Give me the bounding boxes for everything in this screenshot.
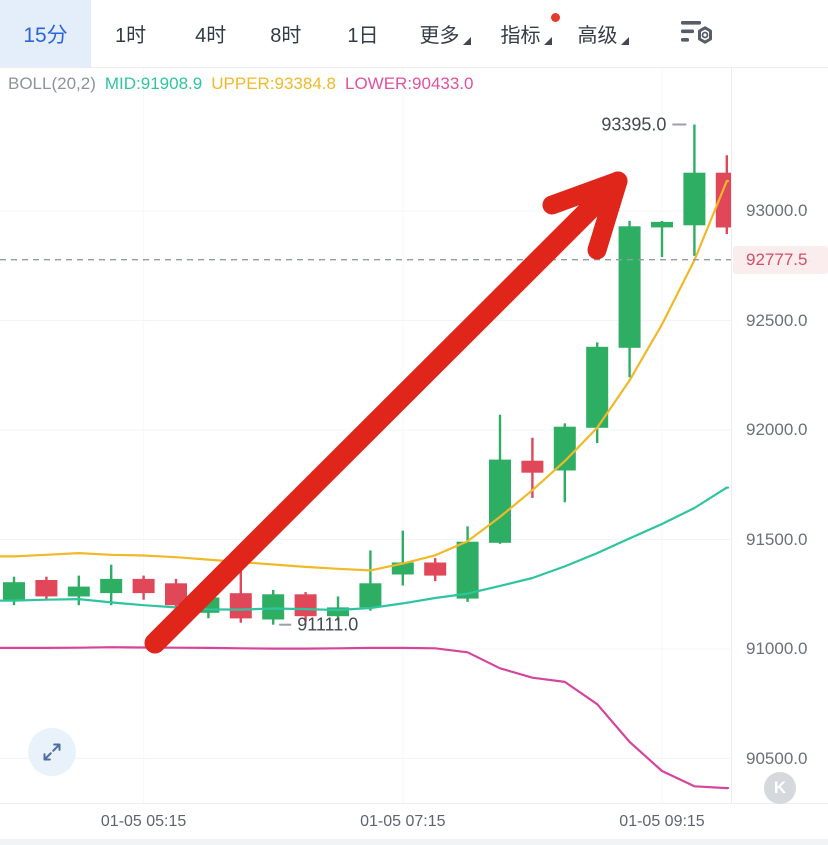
candle-body [359,583,382,608]
price-tick: 91500.0 [746,529,808,549]
low-marker-label: 91111.0 [297,615,358,635]
candle-body [165,583,187,606]
candle-body [489,459,511,543]
candle-body [67,586,90,597]
candle-body [521,460,544,473]
chart-settings-button[interactable] [679,18,716,50]
boll-mid-line [0,486,730,612]
tab-8h[interactable]: 8时 [270,25,302,47]
advanced-menu[interactable]: 高级 [578,19,629,48]
chevron-down-icon [620,37,629,45]
boll-name: BOLL(20,2) [8,74,96,93]
notification-dot [550,13,560,22]
candle-body [618,226,641,348]
price-tick: 91000.0 [746,639,808,658]
expand-icon [43,743,61,761]
candle-body [715,172,731,228]
advanced-menu-label: 高级 [577,25,618,47]
price-tick: 92000.0 [746,420,808,439]
price-tick: 90500.0 [746,748,808,768]
candle-body [327,607,349,617]
boll-mid: MID:91908.9 [104,74,203,93]
boll-upper-line [0,179,730,572]
more-menu[interactable]: 更多 [420,19,471,48]
price-tick: 92500.0 [746,310,808,330]
more-menu-label: 更多 [419,25,460,47]
time-axis: 01-05 05:15 01-05 07:15 01-05 09:15 [0,803,828,839]
candle-body [294,594,317,617]
chart-settings-icon [680,20,712,44]
timeframe-tab-bar: 15分 1时 4时 8时 1日 更多 指标 高级 [0,0,828,68]
candle-body [651,221,673,228]
candle-body [456,541,479,599]
price-tick: 93000.0 [746,201,808,220]
boll-lower: LOWER:90433.0 [344,74,474,93]
high-marker-label: 93395.0 [601,115,666,135]
bottom-divider [0,838,828,845]
boll-upper: UPPER:93384.8 [211,74,336,93]
candle-body [586,346,609,428]
candle-body [229,593,252,619]
tab-4h[interactable]: 4时 [195,25,227,47]
candle-body [35,580,58,597]
fullscreen-button[interactable] [28,728,76,776]
trend-arrow [144,171,628,654]
current-price-tag: 92777.5 [733,245,828,274]
boll-lower-line [0,646,730,790]
candle-body [132,578,155,594]
tab-15min[interactable]: 15分 [0,0,91,67]
tab-1d[interactable]: 1日 [347,25,379,47]
tab-1h[interactable]: 1时 [115,25,147,47]
candle-body [553,426,576,471]
time-tick: 01-05 09:15 [619,813,705,830]
candle-body [262,594,285,620]
candle-body [683,172,706,226]
time-tick: 01-05 05:15 [100,813,187,830]
price-axis: 93000.0 92500.0 92000.0 91500.0 91000.0 90500… [731,67,828,803]
indicators-menu[interactable]: 指标 [500,13,560,48]
time-tick: 01-05 07:15 [360,813,446,830]
kline-badge[interactable]: K [764,772,796,804]
indicators-menu-label: 指标 [500,25,541,47]
indicator-legend: BOLL(20,2) MID:91908.9 UPPER:93384.8 LOW… [8,74,474,94]
candle-body [424,562,447,576]
candle-body [100,578,123,594]
candlestick-chart[interactable]: 93395.0 91111.0 [0,67,731,803]
chevron-down-icon [543,37,552,45]
candle-body [3,582,25,600]
chevron-down-icon [462,37,471,45]
